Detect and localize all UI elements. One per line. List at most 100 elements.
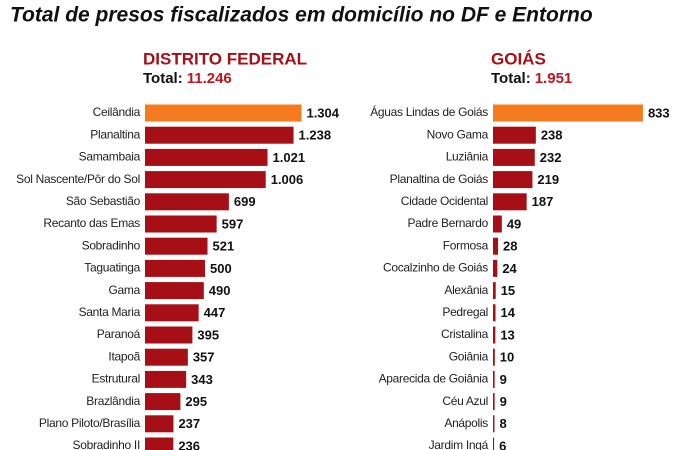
value-label: 8 [499,416,506,431]
bar [145,304,199,322]
category-label: Brazlândia [86,394,140,408]
value-label: 15 [501,283,515,298]
category-label: Sol Nascente/Pôr do Sol [16,172,140,186]
bar [493,437,495,450]
value-label: 500 [210,261,232,276]
value-label: 6 [499,438,506,450]
subtitle-label: Total: [143,70,183,87]
category-label: Cocalzinho de Goiás [383,261,488,275]
value-label: 232 [540,150,562,165]
bar [145,237,208,255]
bar [145,415,174,433]
category-label: Estrutural [92,372,140,386]
category-label: Planaltina de Goiás [390,172,489,186]
category-label: Pedregal [442,305,488,319]
bar [145,437,174,450]
value-label: 49 [507,216,521,231]
bar [493,171,533,189]
value-label: 24 [502,261,517,276]
bar [493,126,536,144]
bar [493,415,495,433]
category-label: Planaltina [90,127,140,141]
category-label: Anápolis [444,416,488,430]
category-label: Jardim Ingá [429,438,489,450]
category-label: Alexânia [444,283,488,297]
value-label: 236 [178,438,200,450]
value-label: 14 [501,305,516,320]
category-label: Luziânia [446,150,489,164]
value-label: 521 [213,239,235,254]
category-label: Aparecida de Goiânia [379,372,489,386]
category-label: Goiânia [449,349,489,363]
bar [493,393,495,411]
bar [145,282,204,300]
bar [145,148,268,166]
subtitle-label: Total: [491,70,531,87]
value-label: 187 [532,194,554,209]
category-label: Formosa [443,238,489,252]
value-label: 699 [234,194,256,209]
bar [493,348,495,366]
chart-subtitle: Total: 1.951 [491,70,572,87]
value-label: 1.006 [271,172,304,187]
value-label: 219 [537,172,559,187]
category-label: Cristalina [441,327,489,341]
bar [145,348,188,366]
value-label: 295 [185,394,207,409]
value-label: 597 [222,216,244,231]
value-label: 1.238 [299,128,332,143]
category-label: Santa Maria [79,305,141,319]
bar [145,126,294,144]
bar [493,259,498,277]
category-label: Águas Lindas de Goiás [370,104,488,119]
category-label: Ceilândia [93,105,141,119]
bar [493,304,496,322]
category-label: Cidade Ocidental [401,194,488,208]
bar [145,215,217,233]
chart-subtitle: Total: 11.246 [143,70,232,87]
value-label: 13 [500,327,514,342]
bar [493,237,499,255]
bar [145,193,229,211]
value-label: 28 [503,239,517,254]
bar [493,215,502,233]
value-label: 833 [648,105,670,120]
category-label: Paranoá [97,327,141,341]
value-label: 395 [197,327,219,342]
value-label: 237 [178,416,200,431]
bar [493,104,643,122]
category-label: Samambaia [79,150,141,164]
value-label: 238 [541,128,563,143]
category-label: Itapoã [108,349,140,363]
category-label: Padre Bernardo [407,216,488,230]
value-label: 1.021 [273,150,306,165]
category-label: Céu Azul [442,394,488,408]
total-value: 1.951 [535,70,573,87]
value-label: 343 [191,372,213,387]
bar [493,282,496,300]
bar [145,259,205,277]
value-label: 357 [193,350,215,365]
bar [145,326,193,344]
bar [493,370,495,388]
value-label: 10 [500,350,514,365]
category-label: Recanto das Emas [43,216,140,230]
value-label: 9 [500,372,507,387]
category-label: Taguatinga [84,261,140,275]
bar [145,393,181,411]
bar [145,171,266,189]
chart-title: DISTRITO FEDERAL [143,49,307,68]
bar [493,326,496,344]
category-label: São Sebastião [66,194,141,208]
value-label: 9 [500,394,507,409]
bar [493,148,535,166]
bar [145,104,302,122]
bar [493,193,527,211]
bar [145,370,187,388]
value-label: 1.304 [306,105,339,120]
value-label: 490 [209,283,231,298]
chart-title: GOIÁS [491,49,546,68]
category-label: Gama [109,283,141,297]
category-label: Sobradinho [82,238,141,252]
